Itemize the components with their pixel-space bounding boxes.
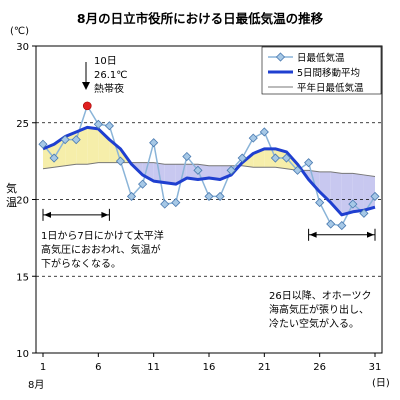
- x-tick-label-31: 31: [369, 362, 382, 373]
- data-point-day-3: [60, 135, 70, 145]
- right-annotation-line-1: 26日以降、オホーツク: [269, 289, 372, 302]
- data-point-day-25: [304, 158, 314, 168]
- data-point-day-4: [71, 135, 81, 145]
- data-point-day-13: [171, 198, 181, 208]
- x-tick-label-16: 16: [203, 362, 216, 373]
- y-axis-title-char-1: 気: [6, 181, 17, 195]
- series-line-moving-average: [42, 125, 376, 217]
- data-point-day-19: [237, 153, 247, 163]
- fill-areas: [43, 127, 375, 215]
- data-point-day-28: [337, 221, 347, 231]
- x-axis-unit-label: (日): [372, 378, 390, 389]
- legend-label-normal: 平年日最低気温: [297, 82, 364, 94]
- data-point-day-15: [193, 165, 203, 175]
- range-end-arrowhead-0: [101, 211, 109, 218]
- legend-item-normal: 平年日最低気温: [268, 82, 364, 94]
- right-annotation-line-3: 冷たい空気が入る。: [269, 317, 359, 330]
- data-point-day-10: [138, 179, 148, 189]
- data-point-day-23: [281, 153, 292, 163]
- legend: 日最低気温 5日間移動平均 平年日最低気温: [261, 46, 382, 95]
- fill-below-normal-25: [319, 171, 331, 203]
- legend-label-daily-min: 日最低気温: [297, 52, 345, 64]
- legend-marker-daily-min: [275, 52, 286, 62]
- series-layer: [38, 101, 380, 231]
- left-annotation-line-3: 下がらなくなる。: [41, 257, 121, 270]
- legend-label-moving-average: 5日間移動平均: [297, 67, 360, 79]
- y-axis-title-char-2: 温: [6, 196, 17, 209]
- data-point-day-27: [326, 219, 336, 229]
- data-point-day-21: [259, 127, 269, 137]
- top-annotation: 10日 26.1℃ 熱帯夜: [82, 56, 128, 95]
- data-point-day-29: [348, 199, 358, 209]
- x-tick-label-11: 11: [147, 362, 160, 373]
- fill-below-normal-15: [209, 165, 221, 180]
- y-tick-label-30: 30: [16, 42, 29, 53]
- range-start-arrowhead-1: [309, 231, 317, 238]
- x-tick-label-6: 6: [95, 362, 101, 373]
- data-point-day-16: [204, 191, 214, 201]
- right-annotation: 26日以降、オホーツク 海高気圧が張り出し、 冷たい空気が入る。: [269, 289, 372, 330]
- y-tick-label-15: 15: [16, 272, 29, 283]
- left-annotation-line-1: 1日から7日にかけて太平洋: [41, 229, 164, 242]
- y-tick-label-10: 10: [16, 349, 29, 360]
- x-axis-ticks: 1 6 11 16 21 26 31: [40, 353, 382, 373]
- data-point-day-7: [104, 121, 114, 131]
- data-point-day-6: [93, 119, 103, 129]
- highlight-point-day-5: [82, 101, 92, 111]
- fill-below-normal-11: [164, 164, 176, 185]
- data-point-day-20: [248, 133, 258, 143]
- data-point-day-14: [182, 151, 192, 162]
- data-point-day-26: [315, 198, 325, 208]
- data-point-day-22: [270, 153, 280, 163]
- top-annotation-line-3: 熱帯夜: [94, 82, 124, 95]
- fill-above-normal-0: [43, 144, 55, 169]
- fill-above-normal-4: [87, 127, 99, 165]
- range-start-arrowhead-0: [44, 211, 51, 218]
- gridlines: [36, 122, 382, 277]
- legend-item-daily-min: 日最低気温: [268, 52, 345, 64]
- x-tick-label-1: 1: [40, 362, 46, 373]
- top-annotation-line-1: 10日: [94, 56, 117, 67]
- right-annotation-line-2: 海高気圧が張り出し、: [269, 303, 369, 316]
- fill-above-normal-3: [76, 127, 88, 165]
- data-point-day-11: [149, 138, 159, 148]
- fill-above-normal-21: [275, 148, 287, 169]
- data-point-day-30: [359, 208, 369, 218]
- legend-item-moving-average: 5日間移動平均: [268, 67, 360, 79]
- data-point-day-31: [370, 191, 380, 201]
- top-annotation-line-2: 26.1℃: [94, 70, 128, 81]
- data-point-day-1: [38, 139, 48, 149]
- y-tick-label-20: 20: [16, 196, 29, 207]
- x-tick-label-21: 21: [258, 362, 271, 373]
- series-line-normal: [42, 162, 376, 177]
- x-axis-month-label: 8月: [28, 379, 44, 391]
- fill-above-normal-6: [109, 139, 121, 163]
- data-point-day-17: [215, 191, 225, 201]
- y-axis-ticks: 10 15 20 25 30: [16, 42, 36, 360]
- data-point-day-2: [49, 153, 59, 163]
- unit-label: (℃): [10, 26, 29, 37]
- fill-below-normal-28: [352, 173, 364, 212]
- left-annotation-line-2: 高気圧におおわれ、気温が: [41, 243, 161, 256]
- fill-below-normal-9: [142, 162, 154, 182]
- range-end-arrowhead-1: [367, 231, 374, 238]
- x-tick-label-26: 26: [313, 362, 326, 373]
- data-point-day-24: [292, 165, 303, 175]
- left-annotation: 1日から7日にかけて太平洋 高気圧におおわれ、気温が 下がらなくなる。: [41, 229, 164, 270]
- data-point-day-18: [226, 165, 236, 175]
- y-axis-title: 気温: [6, 181, 17, 209]
- chart-title: 8月の日立市役所における日最低気温の推移: [77, 11, 324, 26]
- range-markers: [42, 208, 376, 241]
- top-annotation-arrowhead: [82, 82, 90, 90]
- y-tick-label-25: 25: [16, 119, 29, 130]
- data-point-day-12: [160, 199, 170, 209]
- data-point-day-9: [126, 191, 137, 201]
- data-point-day-8: [115, 156, 126, 166]
